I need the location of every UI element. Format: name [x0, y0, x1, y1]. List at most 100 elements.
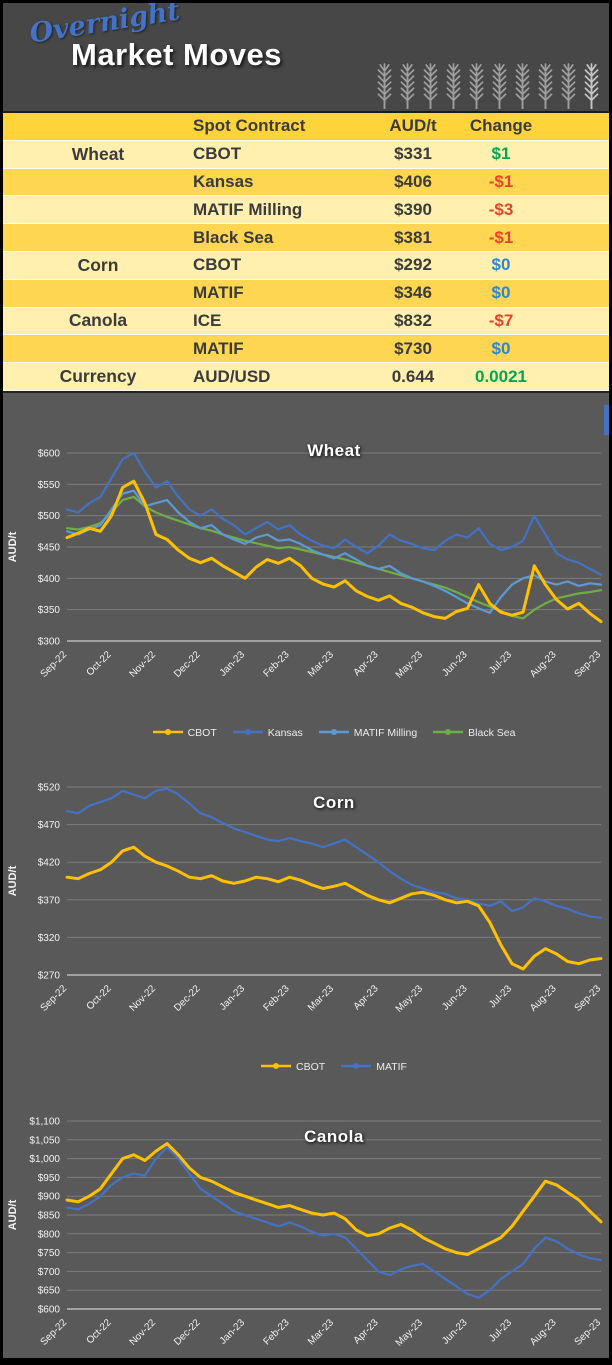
- svg-text:Mar-23: Mar-23: [306, 649, 336, 679]
- svg-text:Feb-23: Feb-23: [261, 649, 291, 679]
- chart-legend: CBOT Kansas MATIF Milling Black Sea: [67, 727, 601, 740]
- contract-label: ICE: [193, 310, 222, 330]
- header: Overnight Market Moves: [3, 3, 609, 113]
- contract-label: Kansas: [193, 171, 254, 191]
- svg-text:$320: $320: [38, 933, 61, 944]
- corn-chart: $270 $320 $370 $420 $470 $520 AUD/t Sep-22 Oct-2…: [3, 745, 609, 1079]
- svg-text:Apr-23: Apr-23: [352, 1317, 381, 1346]
- svg-text:Sep-23: Sep-23: [573, 983, 604, 1014]
- svg-text:$900: $900: [38, 1192, 61, 1203]
- svg-text:Dec-22: Dec-22: [172, 649, 203, 680]
- svg-text:Jan-23: Jan-23: [218, 649, 248, 679]
- chart-title: Wheat: [307, 440, 361, 460]
- market-moves-title: Market Moves: [71, 37, 283, 72]
- svg-text:$650: $650: [38, 1286, 61, 1297]
- svg-text:Jul-23: Jul-23: [487, 649, 514, 676]
- svg-text:$1,100: $1,100: [29, 1116, 60, 1127]
- wheat-icon: [513, 63, 532, 110]
- table-row: Corn CBOT $292 $0: [3, 251, 609, 280]
- table-row: Canola ICE $832 -$7: [3, 307, 609, 336]
- change-value: $0: [491, 283, 511, 303]
- svg-text:$600: $600: [38, 1304, 61, 1315]
- svg-text:Sep-22: Sep-22: [39, 649, 70, 680]
- legend-label: CBOT: [187, 727, 217, 740]
- svg-text:Sep-22: Sep-22: [39, 983, 70, 1014]
- svg-text:$850: $850: [38, 1210, 61, 1221]
- header-price-cell: AUD/t: [389, 116, 437, 136]
- header-contract-cell: Spot Contract: [193, 116, 306, 136]
- legend-item: CBOT: [261, 1061, 325, 1074]
- legend-swatch-icon: [152, 727, 183, 740]
- legend-item: Black Sea: [433, 727, 515, 740]
- contract-label: CBOT: [193, 255, 242, 275]
- legend-label: MATIF: [376, 1061, 407, 1074]
- wheat-icon: [536, 63, 555, 110]
- legend-label: Kansas: [267, 727, 303, 740]
- svg-text:Nov-22: Nov-22: [128, 649, 159, 680]
- svg-text:AUD/t: AUD/t: [7, 865, 19, 896]
- wheat-icons-row: [375, 63, 601, 110]
- change-value: -$1: [488, 227, 514, 247]
- svg-text:Dec-22: Dec-22: [172, 983, 203, 1014]
- svg-text:$750: $750: [38, 1248, 61, 1259]
- change-value: -$1: [488, 171, 514, 191]
- svg-text:$300: $300: [38, 636, 61, 647]
- price-value: $346: [394, 283, 432, 303]
- svg-text:Apr-23: Apr-23: [352, 983, 381, 1012]
- svg-text:Jun-23: Jun-23: [440, 649, 470, 679]
- legend-label: CBOT: [296, 1061, 326, 1074]
- svg-text:May-23: May-23: [394, 1317, 426, 1349]
- wheat-icon: [559, 63, 578, 110]
- contract-label: CBOT: [193, 144, 242, 164]
- legend-swatch-icon: [261, 1061, 292, 1074]
- chart-legend: CBOT MATIF: [67, 1061, 601, 1074]
- table-row: Currency AUD/USD 0.644 0.0021: [3, 363, 609, 391]
- change-value: -$3: [488, 199, 514, 219]
- canola-chart: $600 $650 $700 $750 $800 $850 $900 $950 $1,000 $1…: [3, 1079, 609, 1358]
- svg-text:$400: $400: [38, 574, 61, 585]
- svg-text:$600: $600: [38, 448, 61, 459]
- svg-text:Jun-23: Jun-23: [440, 1317, 470, 1347]
- svg-text:$550: $550: [38, 480, 61, 491]
- price-value: $381: [394, 227, 432, 247]
- table-row: MATIF Milling $390 -$3: [3, 196, 609, 225]
- wheat-icon: [375, 63, 394, 110]
- commodity-label: Wheat: [71, 143, 125, 164]
- wheat-icon: [582, 63, 601, 110]
- wheat-icon: [444, 63, 463, 110]
- legend-item: CBOT: [152, 727, 217, 740]
- svg-text:$950: $950: [38, 1173, 61, 1184]
- contract-label: AUD/USD: [193, 366, 271, 386]
- chart-title: Canola: [304, 1126, 364, 1146]
- svg-text:$370: $370: [38, 895, 61, 906]
- svg-text:Mar-23: Mar-23: [306, 983, 336, 1013]
- svg-text:Feb-23: Feb-23: [261, 1317, 291, 1347]
- svg-text:$520: $520: [38, 782, 61, 793]
- change-value: 0.0021: [475, 366, 527, 386]
- wheat-icon: [398, 63, 417, 110]
- svg-text:AUD/t: AUD/t: [7, 1199, 19, 1230]
- svg-text:Jul-23: Jul-23: [487, 1317, 514, 1344]
- contract-label: Black Sea: [193, 227, 274, 247]
- legend-item: Kansas: [232, 727, 303, 740]
- change-value: $0: [491, 255, 511, 275]
- legend-item: MATIF Milling: [318, 727, 418, 740]
- legend-label: MATIF Milling: [353, 727, 418, 740]
- svg-text:Sep-23: Sep-23: [573, 649, 604, 680]
- canola-chart-plot: $600 $650 $700 $750 $800 $850 $900 $950 $1,000 $1…: [7, 1116, 603, 1349]
- commodity-label: Corn: [77, 254, 119, 275]
- table-body: Wheat CBOT $331 $1 Kansas $406 -$1 MATIF Millin…: [3, 140, 609, 391]
- wheat-icon: [467, 63, 486, 110]
- price-value: $331: [394, 144, 432, 164]
- scrollbar-fragment[interactable]: [604, 405, 609, 435]
- legend-swatch-icon: [232, 727, 263, 740]
- change-value: $1: [491, 144, 511, 164]
- table-row: Kansas $406 -$1: [3, 168, 609, 197]
- svg-text:$1,050: $1,050: [29, 1135, 60, 1146]
- price-value: 0.644: [391, 366, 435, 386]
- svg-text:Oct-22: Oct-22: [85, 649, 114, 678]
- svg-text:Mar-23: Mar-23: [306, 1317, 336, 1347]
- svg-text:$470: $470: [38, 820, 61, 831]
- svg-text:Nov-22: Nov-22: [128, 1317, 159, 1348]
